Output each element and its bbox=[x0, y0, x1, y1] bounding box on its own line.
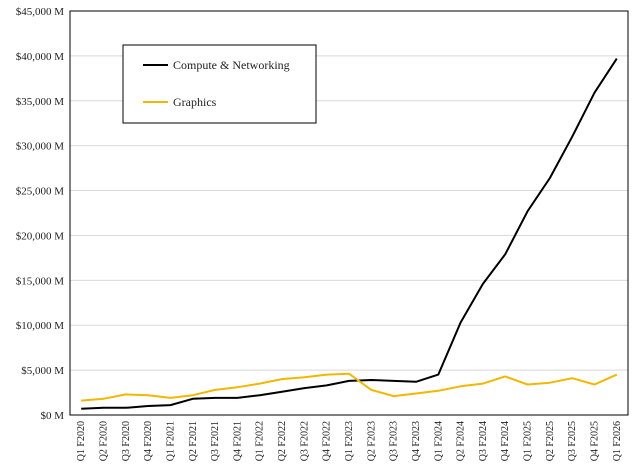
x-tick-label: Q3 F2025 bbox=[567, 421, 578, 461]
x-tick-label: Q4 F2025 bbox=[590, 421, 601, 461]
plot-area-border bbox=[69, 10, 629, 416]
x-tick-label: Q4 F2020 bbox=[143, 421, 154, 461]
y-tick-label: $35,000 M bbox=[16, 96, 65, 108]
x-axis-ticks: Q1 F2020 Q2 F2020 Q3 F2020 Q4 F2020 Q1 F2021… bbox=[76, 421, 623, 461]
x-tick-label: Q2 F2022 bbox=[277, 421, 288, 461]
y-tick-label: $30,000 M bbox=[16, 141, 65, 153]
x-tick-label: Q3 F2020 bbox=[121, 421, 132, 461]
y-tick-label: $5,000 M bbox=[21, 365, 64, 377]
y-tick-label: $20,000 M bbox=[16, 230, 65, 242]
legend-label-graphics: Graphics bbox=[173, 95, 217, 109]
legend-box bbox=[122, 44, 317, 124]
x-tick-label: Q3 F2021 bbox=[210, 421, 221, 461]
y-tick-label: $45,000 M bbox=[16, 6, 65, 18]
x-tick-label: Q4 F2024 bbox=[500, 421, 511, 461]
x-tick-label: Q2 F2025 bbox=[545, 421, 556, 461]
x-tick-label: Q2 F2021 bbox=[188, 421, 199, 461]
x-tick-label: Q4 F2021 bbox=[232, 421, 243, 461]
x-tick-label: Q1 F2025 bbox=[523, 421, 534, 461]
y-tick-label: $25,000 M bbox=[16, 186, 65, 198]
x-tick-label: Q1 F2024 bbox=[433, 421, 444, 461]
y-axis-ticks: $0 M $5,000 M $10,000 M $15,000 M $20,000 M $… bbox=[16, 6, 65, 422]
legend-label-compute-networking: Compute & Networking bbox=[173, 58, 290, 72]
x-tick-label: Q3 F2023 bbox=[389, 421, 400, 461]
y-tick-label: $0 M bbox=[40, 410, 64, 422]
x-tick-label: Q4 F2022 bbox=[322, 421, 333, 461]
x-tick-label: Q2 F2023 bbox=[366, 421, 377, 461]
x-tick-label: Q2 F2024 bbox=[456, 421, 467, 461]
series-lines bbox=[81, 58, 618, 410]
x-tick-label: Q3 F2022 bbox=[299, 421, 310, 461]
y-tick-label: $10,000 M bbox=[16, 320, 65, 332]
x-tick-label: Q1 F2022 bbox=[255, 421, 266, 461]
x-tick-label: Q1 F2023 bbox=[344, 421, 355, 461]
x-tick-label: Q4 F2023 bbox=[411, 421, 422, 461]
x-tick-label: Q1 F2026 bbox=[612, 421, 623, 461]
x-tick-label: Q2 F2020 bbox=[98, 421, 109, 461]
legend: Compute & Networking Graphics bbox=[122, 44, 317, 124]
y-tick-label: $40,000 M bbox=[16, 51, 65, 63]
y-tick-label: $15,000 M bbox=[16, 275, 65, 287]
x-tick-label: Q1 F2020 bbox=[76, 421, 87, 461]
x-tick-label: Q3 F2024 bbox=[478, 421, 489, 461]
x-tick-label: Q1 F2021 bbox=[165, 421, 176, 461]
